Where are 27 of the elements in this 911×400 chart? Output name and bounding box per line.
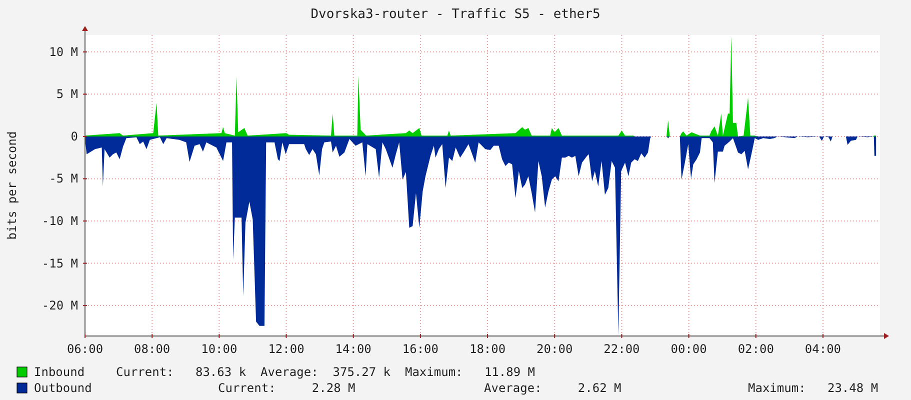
x-tick-label: 02:00 bbox=[738, 342, 774, 356]
y-tick-label: 5 M bbox=[56, 87, 78, 102]
y-tick-label: -20 M bbox=[42, 298, 78, 313]
x-tick-label: 00:00 bbox=[670, 342, 707, 356]
x-tick-label: 16:00 bbox=[402, 342, 439, 356]
x-tick-label: 10:00 bbox=[201, 342, 238, 356]
x-tick-label: 04:00 bbox=[804, 342, 842, 356]
chart-title: Dvorska3-router - Traffic S5 - ether5 bbox=[310, 7, 600, 22]
y-tick-label: 10 M bbox=[49, 44, 78, 59]
y-axis-title: bits per second bbox=[5, 131, 19, 240]
x-tick-label: 12:00 bbox=[268, 342, 304, 356]
y-tick-label: -10 M bbox=[42, 214, 78, 228]
x-tick-label: 18:00 bbox=[469, 342, 506, 356]
x-tick-label: 14:00 bbox=[335, 342, 372, 356]
legend-label: Inbound bbox=[34, 365, 85, 379]
text: Current: 2.28 M bbox=[218, 381, 356, 395]
y-tick-label: 0 bbox=[70, 129, 78, 144]
legend-label: Outbound bbox=[34, 381, 92, 395]
text: Average: 2.62 M bbox=[484, 381, 622, 395]
x-tick-label: 22:00 bbox=[604, 342, 640, 356]
x-tick-label: 20:00 bbox=[536, 342, 573, 356]
text: Current: 83.63 k Average: 375.27 k Maximum: 11.89 M bbox=[116, 365, 536, 379]
text: Maximum: 23.48 M bbox=[748, 381, 878, 395]
y-tick-label: -15 M bbox=[42, 256, 78, 270]
x-tick-label: 08:00 bbox=[134, 342, 170, 356]
y-tick-label: -5 M bbox=[49, 172, 78, 186]
x-tick-label: 06:00 bbox=[66, 342, 104, 356]
